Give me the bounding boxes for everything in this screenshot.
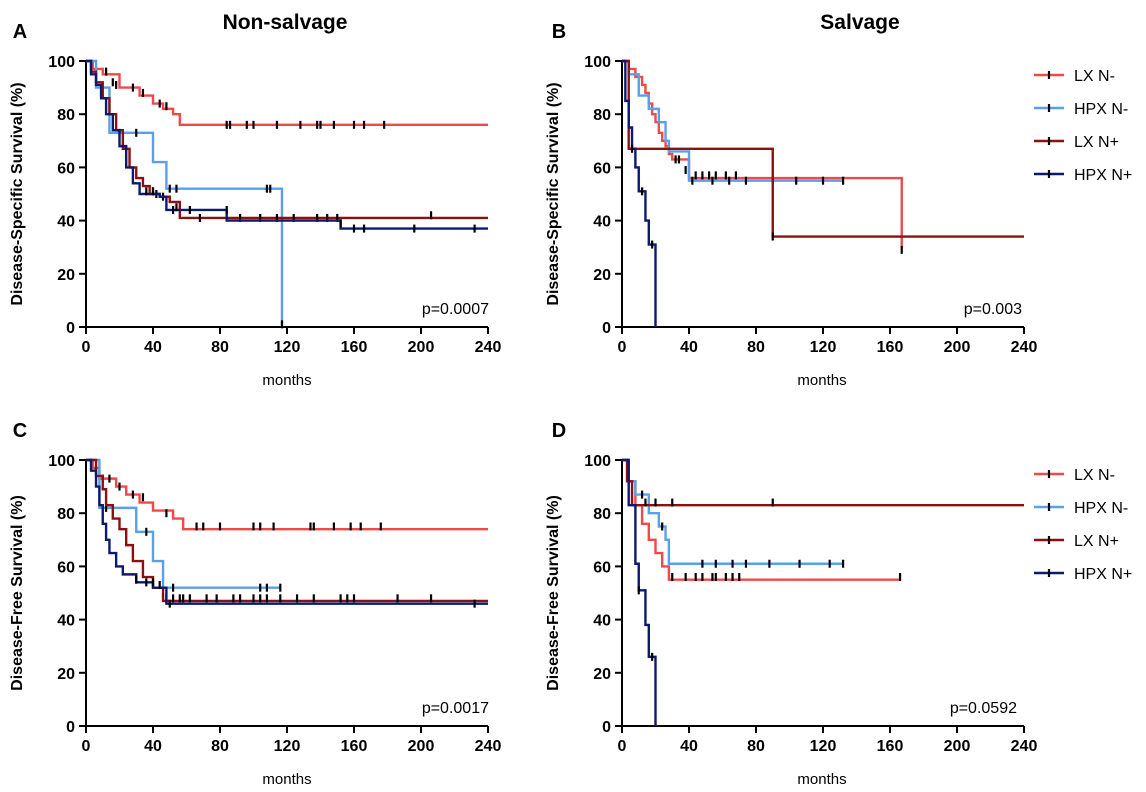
- x-tick-label: 160: [341, 339, 368, 356]
- y-tick-label: 40: [57, 613, 75, 630]
- x-tick-label: 240: [1011, 339, 1038, 356]
- y-tick-label: 40: [593, 613, 611, 630]
- series-line-hpx-n-: [622, 59, 657, 327]
- y-axis-title: Disease-Free Survival (%): [9, 495, 26, 691]
- x-tick-label: 80: [211, 339, 229, 356]
- x-tick-label: 40: [680, 738, 698, 755]
- x-tick-label: 120: [810, 339, 837, 356]
- x-tick-label: 200: [408, 738, 435, 755]
- y-axis-title: Disease-Specific Survival (%): [9, 82, 26, 305]
- x-tick-label: 240: [475, 738, 502, 755]
- x-tick-label: 200: [944, 339, 971, 356]
- series-line-hpx-n-: [622, 59, 844, 182]
- x-axis-title: months: [797, 771, 846, 788]
- y-tick-label: 100: [48, 453, 75, 470]
- x-tick-label: 40: [680, 339, 698, 356]
- y-tick-label: 20: [593, 267, 611, 284]
- y-tick-label: 0: [66, 719, 75, 736]
- x-axis-title: months: [797, 372, 846, 389]
- y-tick-label: 80: [57, 506, 75, 523]
- legend: LX N- HPX N- LX N+ HPX N+: [1034, 68, 1132, 184]
- x-tick-label: 240: [475, 339, 502, 356]
- y-tick-label: 100: [584, 453, 611, 470]
- x-tick-label: 40: [144, 339, 162, 356]
- y-tick-label: 0: [602, 719, 611, 736]
- legend-label: HPX N-: [1074, 500, 1128, 517]
- x-tick-label: 120: [274, 339, 301, 356]
- y-tick-label: 20: [57, 666, 75, 683]
- panel-c: C 0 20 40 60 80 100 0 40 80 120 160 200 240 Disease-Fr…: [9, 420, 501, 788]
- x-tick-label: 200: [408, 339, 435, 356]
- y-tick-label: 80: [57, 107, 75, 124]
- y-tick-label: 40: [57, 214, 75, 231]
- legend-label: LX N+: [1074, 533, 1119, 550]
- y-tick-label: 60: [57, 559, 75, 576]
- series-line-hpx-n-: [86, 59, 488, 230]
- series-line-lx-n-: [86, 458, 488, 531]
- x-tick-label: 120: [810, 738, 837, 755]
- x-tick-label: 160: [877, 339, 904, 356]
- y-tick-label: 20: [57, 267, 75, 284]
- legend-label: HPX N-: [1074, 101, 1128, 118]
- x-tick-label: 0: [618, 339, 627, 356]
- p-value-annotation: p=0.003: [964, 301, 1022, 318]
- column-title-non-salvage: Non-salvage: [223, 11, 348, 34]
- series-line-lx-n-: [86, 59, 488, 127]
- y-tick-label: 60: [57, 160, 75, 177]
- x-tick-label: 0: [618, 738, 627, 755]
- panel-a: A 0 20 40 60 80 100 0 40 80 120 160 200 240 Disease-Sp…: [9, 21, 501, 389]
- x-tick-label: 0: [82, 738, 91, 755]
- y-tick-label: 60: [593, 160, 611, 177]
- panel-label: A: [13, 21, 27, 43]
- x-axis-title: months: [262, 372, 311, 389]
- panel-label: D: [552, 420, 566, 442]
- y-tick-label: 60: [593, 559, 611, 576]
- y-tick-label: 100: [584, 54, 611, 71]
- y-axis-title: Disease-Specific Survival (%): [545, 82, 562, 305]
- series-line-lx-n-: [622, 59, 1024, 238]
- y-tick-label: 0: [602, 320, 611, 337]
- panel-d: D 0 20 40 60 80 100 0 40 80 120 160 200 240 Disease-Fr…: [545, 420, 1037, 788]
- x-tick-label: 160: [341, 738, 368, 755]
- x-tick-label: 200: [944, 738, 971, 755]
- series-line-hpx-n-: [86, 59, 284, 327]
- y-tick-label: 40: [593, 214, 611, 231]
- x-tick-label: 240: [1011, 738, 1038, 755]
- x-tick-label: 80: [747, 738, 765, 755]
- x-tick-label: 120: [274, 738, 301, 755]
- x-tick-label: 0: [82, 339, 91, 356]
- panel-label: B: [552, 21, 566, 43]
- legend-label: HPX N+: [1074, 167, 1132, 184]
- y-tick-label: 100: [48, 54, 75, 71]
- column-title-salvage: Salvage: [820, 11, 899, 34]
- x-tick-label: 40: [144, 738, 162, 755]
- x-tick-label: 80: [211, 738, 229, 755]
- y-tick-label: 20: [593, 666, 611, 683]
- legend-label: LX N-: [1074, 467, 1115, 484]
- y-tick-label: 80: [593, 107, 611, 124]
- legend-label: LX N-: [1074, 68, 1115, 85]
- y-tick-label: 0: [66, 320, 75, 337]
- series-line-lx-n-: [622, 458, 1024, 507]
- legend-label: LX N+: [1074, 134, 1119, 151]
- series-line-lx-n-: [622, 458, 901, 581]
- p-value-annotation: p=0.0592: [950, 700, 1017, 717]
- x-tick-label: 80: [747, 339, 765, 356]
- p-value-annotation: p=0.0007: [422, 301, 489, 318]
- panel-label: C: [13, 420, 27, 442]
- panel-b: B 0 20 40 60 80 100 0 40 80 120 160 200 240 Disease-Sp…: [545, 21, 1037, 389]
- x-tick-label: 160: [877, 738, 904, 755]
- p-value-annotation: p=0.0017: [422, 700, 489, 717]
- legend: LX N- HPX N- LX N+ HPX N+: [1034, 467, 1132, 583]
- series-line-lx-n-: [622, 59, 903, 248]
- legend-label: HPX N+: [1074, 566, 1132, 583]
- x-axis-title: months: [262, 771, 311, 788]
- series-line-hpx-n-: [86, 458, 281, 589]
- y-tick-label: 80: [593, 506, 611, 523]
- y-axis-title: Disease-Free Survival (%): [545, 495, 562, 691]
